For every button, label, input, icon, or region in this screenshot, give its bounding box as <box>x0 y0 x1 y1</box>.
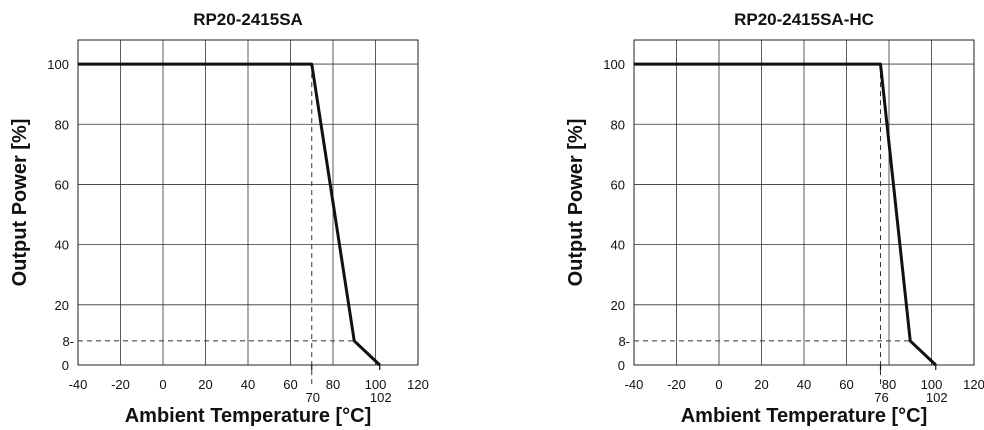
x-axis-label: Ambient Temperature [°C] <box>125 405 372 427</box>
x-tick-label: -40 <box>625 377 644 392</box>
y-tick-label: 80 <box>55 117 69 132</box>
y-tick-label: 40 <box>611 238 625 253</box>
x-extra-tick-label: 76 <box>874 390 888 405</box>
x-tick-label: 60 <box>283 377 297 392</box>
chart-title: RP20-2415SA-HC <box>734 10 874 29</box>
x-axis-label: Ambient Temperature [°C] <box>681 405 928 427</box>
y-extra-tick-label: 8- <box>618 334 630 349</box>
x-tick-label: 20 <box>198 377 212 392</box>
y-tick-label: 60 <box>611 177 625 192</box>
x-tick-label: 100 <box>365 377 387 392</box>
derating-curve <box>634 62 937 367</box>
x-extra-tick-label: 102 <box>370 390 392 405</box>
x-tick-label: 20 <box>754 377 768 392</box>
y-tick-label: 0 <box>618 358 625 373</box>
y-tick-label: 20 <box>55 298 69 313</box>
x-tick-label: 80 <box>882 377 896 392</box>
y-axis-label: Output Power [%] <box>9 119 31 287</box>
y-tick-label: 60 <box>55 177 69 192</box>
chart-rp20-2415sa: -40 -20 0 20 40 60 80 100 120 70 102 0 20 40 60 80 100 8-… <box>9 10 429 427</box>
x-tick-label: 40 <box>241 377 255 392</box>
x-tick-label: 80 <box>326 377 340 392</box>
x-tick-label: 40 <box>797 377 811 392</box>
y-tick-label: 40 <box>55 238 69 253</box>
y-tick-label: 20 <box>611 298 625 313</box>
y-tick-label: 80 <box>611 117 625 132</box>
y-tick-label: 100 <box>603 57 625 72</box>
x-tick-label: -20 <box>667 377 686 392</box>
x-tick-label: 0 <box>159 377 166 392</box>
y-tick-label: 0 <box>62 358 69 373</box>
chart-title: RP20-2415SA <box>193 10 303 29</box>
x-extra-tick-label: 70 <box>306 390 320 405</box>
x-tick-label: 100 <box>921 377 943 392</box>
x-tick-label: 120 <box>407 377 429 392</box>
x-tick-label: -20 <box>111 377 130 392</box>
plot-frame <box>633 39 975 366</box>
x-tick-label: 0 <box>715 377 722 392</box>
x-extra-tick-label: 102 <box>926 390 948 405</box>
chart-rp20-2415sa-hc: -40 -20 0 20 40 60 80 100 120 76 102 0 20 40 60 80 100 8-… <box>565 10 984 427</box>
x-tick-label: 60 <box>839 377 853 392</box>
plot-frame <box>77 39 419 366</box>
x-tick-label: -40 <box>69 377 88 392</box>
y-tick-label: 100 <box>47 57 69 72</box>
x-tick-label: 120 <box>963 377 984 392</box>
y-axis-label: Output Power [%] <box>565 119 587 287</box>
y-extra-tick-label: 8- <box>62 334 74 349</box>
derating-curve <box>78 62 381 367</box>
